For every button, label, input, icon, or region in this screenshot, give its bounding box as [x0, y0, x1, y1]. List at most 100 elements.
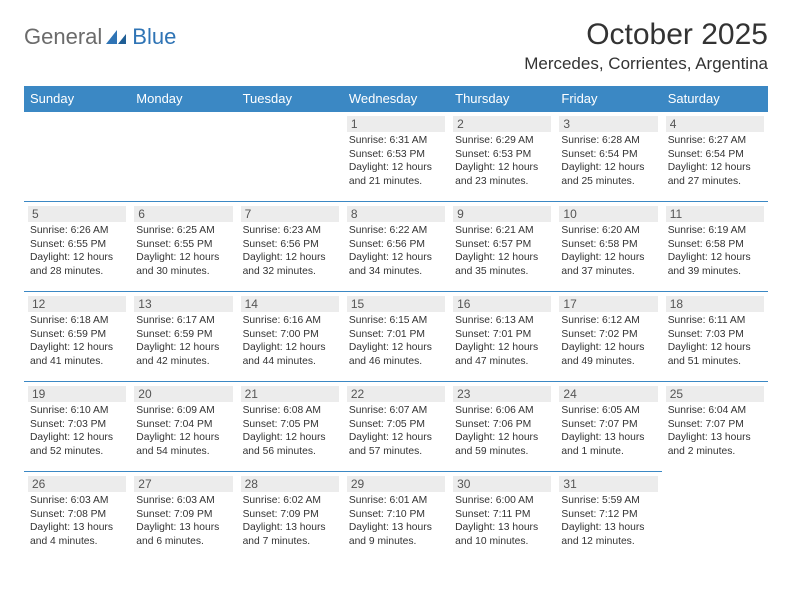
calendar-day-cell: 22Sunrise: 6:07 AMSunset: 7:05 PMDayligh…	[343, 382, 449, 472]
month-title: October 2025	[524, 18, 768, 52]
calendar-week-row: 5Sunrise: 6:26 AMSunset: 6:55 PMDaylight…	[24, 202, 768, 292]
sunrise-line: Sunrise: 6:08 AM	[243, 404, 337, 418]
calendar-table: Sunday Monday Tuesday Wednesday Thursday…	[24, 86, 768, 562]
calendar-day-cell	[24, 112, 130, 202]
day-number: 13	[134, 296, 232, 312]
sunset-line: Sunset: 7:05 PM	[349, 418, 443, 432]
calendar-day-cell: 15Sunrise: 6:15 AMSunset: 7:01 PMDayligh…	[343, 292, 449, 382]
sunset-line: Sunset: 7:00 PM	[243, 328, 337, 342]
sunset-line: Sunset: 6:56 PM	[349, 238, 443, 252]
weekday-header: Tuesday	[237, 86, 343, 112]
sunset-line: Sunset: 7:12 PM	[561, 508, 655, 522]
daylight-line: Daylight: 12 hours and 49 minutes.	[561, 341, 655, 368]
daylight-line: Daylight: 12 hours and 52 minutes.	[30, 431, 124, 458]
day-number: 10	[559, 206, 657, 222]
sunset-line: Sunset: 7:01 PM	[349, 328, 443, 342]
logo-text-general: General	[24, 24, 102, 50]
sunrise-line: Sunrise: 6:00 AM	[455, 494, 549, 508]
day-number: 4	[666, 116, 764, 132]
day-details: Sunrise: 6:03 AMSunset: 7:09 PMDaylight:…	[134, 494, 232, 548]
weekday-header: Sunday	[24, 86, 130, 112]
sunrise-line: Sunrise: 6:15 AM	[349, 314, 443, 328]
weekday-header-row: Sunday Monday Tuesday Wednesday Thursday…	[24, 86, 768, 112]
sunset-line: Sunset: 6:54 PM	[561, 148, 655, 162]
day-number: 11	[666, 206, 764, 222]
calendar-day-cell: 18Sunrise: 6:11 AMSunset: 7:03 PMDayligh…	[662, 292, 768, 382]
day-number: 29	[347, 476, 445, 492]
calendar-day-cell: 1Sunrise: 6:31 AMSunset: 6:53 PMDaylight…	[343, 112, 449, 202]
day-details: Sunrise: 6:28 AMSunset: 6:54 PMDaylight:…	[559, 134, 657, 188]
daylight-line: Daylight: 12 hours and 59 minutes.	[455, 431, 549, 458]
calendar-day-cell	[130, 112, 236, 202]
day-details: Sunrise: 6:22 AMSunset: 6:56 PMDaylight:…	[347, 224, 445, 278]
day-details: Sunrise: 6:11 AMSunset: 7:03 PMDaylight:…	[666, 314, 764, 368]
day-details: Sunrise: 6:19 AMSunset: 6:58 PMDaylight:…	[666, 224, 764, 278]
sunset-line: Sunset: 7:01 PM	[455, 328, 549, 342]
daylight-line: Daylight: 12 hours and 21 minutes.	[349, 161, 443, 188]
day-details: Sunrise: 6:16 AMSunset: 7:00 PMDaylight:…	[241, 314, 339, 368]
daylight-line: Daylight: 13 hours and 12 minutes.	[561, 521, 655, 548]
daylight-line: Daylight: 12 hours and 27 minutes.	[668, 161, 762, 188]
day-details: Sunrise: 6:23 AMSunset: 6:56 PMDaylight:…	[241, 224, 339, 278]
day-details: Sunrise: 6:03 AMSunset: 7:08 PMDaylight:…	[28, 494, 126, 548]
sunrise-line: Sunrise: 6:31 AM	[349, 134, 443, 148]
sunset-line: Sunset: 6:54 PM	[668, 148, 762, 162]
calendar-day-cell: 26Sunrise: 6:03 AMSunset: 7:08 PMDayligh…	[24, 472, 130, 562]
day-number: 23	[453, 386, 551, 402]
sunrise-line: Sunrise: 6:06 AM	[455, 404, 549, 418]
location-label: Mercedes, Corrientes, Argentina	[524, 54, 768, 74]
sunset-line: Sunset: 6:53 PM	[349, 148, 443, 162]
sunrise-line: Sunrise: 6:03 AM	[136, 494, 230, 508]
sunset-line: Sunset: 6:58 PM	[561, 238, 655, 252]
daylight-line: Daylight: 13 hours and 2 minutes.	[668, 431, 762, 458]
calendar-day-cell: 10 Sunrise: 6:20 AMSunset: 6:58 PMDayligh…	[555, 202, 661, 292]
sunset-line: Sunset: 6:57 PM	[455, 238, 549, 252]
sunrise-line: Sunrise: 6:18 AM	[30, 314, 124, 328]
daylight-line: Daylight: 13 hours and 9 minutes.	[349, 521, 443, 548]
day-details: Sunrise: 6:05 AMSunset: 7:07 PMDaylight:…	[559, 404, 657, 458]
calendar-day-cell: 21Sunrise: 6:08 AMSunset: 7:05 PMDayligh…	[237, 382, 343, 472]
day-details: Sunrise: 6:25 AMSunset: 6:55 PMDaylight:…	[134, 224, 232, 278]
calendar-day-cell: 8Sunrise: 6:22 AMSunset: 6:56 PMDaylight…	[343, 202, 449, 292]
day-details: Sunrise: 6:08 AMSunset: 7:05 PMDaylight:…	[241, 404, 339, 458]
day-number: 2	[453, 116, 551, 132]
sunrise-line: Sunrise: 6:09 AM	[136, 404, 230, 418]
day-details: Sunrise: 6:06 AMSunset: 7:06 PMDaylight:…	[453, 404, 551, 458]
daylight-line: Daylight: 12 hours and 56 minutes.	[243, 431, 337, 458]
daylight-line: Daylight: 12 hours and 44 minutes.	[243, 341, 337, 368]
logo-text-blue: Blue	[132, 24, 176, 50]
day-number: 16	[453, 296, 551, 312]
calendar-day-cell: 14 Sunrise: 6:16 AMSunset: 7:00 PMDayligh…	[237, 292, 343, 382]
calendar-day-cell: 9Sunrise: 6:21 AMSunset: 6:57 PMDaylight…	[449, 202, 555, 292]
sunset-line: Sunset: 7:09 PM	[136, 508, 230, 522]
calendar-day-cell: 29 Sunrise: 6:01 AMSunset: 7:10 PMDayligh…	[343, 472, 449, 562]
weekday-header: Monday	[130, 86, 236, 112]
header: General Blue October 2025 Mercedes, Corr…	[24, 18, 768, 74]
day-number: 24	[559, 386, 657, 402]
day-number: 14	[241, 296, 339, 312]
calendar-day-cell	[237, 112, 343, 202]
daylight-line: Daylight: 12 hours and 42 minutes.	[136, 341, 230, 368]
calendar-week-row: 26Sunrise: 6:03 AMSunset: 7:08 PMDayligh…	[24, 472, 768, 562]
sunrise-line: Sunrise: 6:26 AM	[30, 224, 124, 238]
calendar-day-cell: 5Sunrise: 6:26 AMSunset: 6:55 PMDaylight…	[24, 202, 130, 292]
sunrise-line: Sunrise: 6:29 AM	[455, 134, 549, 148]
sunset-line: Sunset: 7:06 PM	[455, 418, 549, 432]
daylight-line: Daylight: 13 hours and 7 minutes.	[243, 521, 337, 548]
day-details: Sunrise: 6:01 AMSunset: 7:10 PMDaylight:…	[347, 494, 445, 548]
sunrise-line: Sunrise: 6:17 AM	[136, 314, 230, 328]
daylight-line: Daylight: 13 hours and 6 minutes.	[136, 521, 230, 548]
daylight-line: Daylight: 12 hours and 35 minutes.	[455, 251, 549, 278]
day-details: Sunrise: 6:07 AMSunset: 7:05 PMDaylight:…	[347, 404, 445, 458]
daylight-line: Daylight: 12 hours and 37 minutes.	[561, 251, 655, 278]
sunset-line: Sunset: 7:07 PM	[668, 418, 762, 432]
sunrise-line: Sunrise: 6:07 AM	[349, 404, 443, 418]
daylight-line: Daylight: 13 hours and 10 minutes.	[455, 521, 549, 548]
day-details: Sunrise: 6:29 AMSunset: 6:53 PMDaylight:…	[453, 134, 551, 188]
daylight-line: Daylight: 12 hours and 39 minutes.	[668, 251, 762, 278]
sunset-line: Sunset: 6:55 PM	[136, 238, 230, 252]
sunrise-line: Sunrise: 6:20 AM	[561, 224, 655, 238]
day-number: 17	[559, 296, 657, 312]
day-details: Sunrise: 6:04 AMSunset: 7:07 PMDaylight:…	[666, 404, 764, 458]
day-number: 20	[134, 386, 232, 402]
